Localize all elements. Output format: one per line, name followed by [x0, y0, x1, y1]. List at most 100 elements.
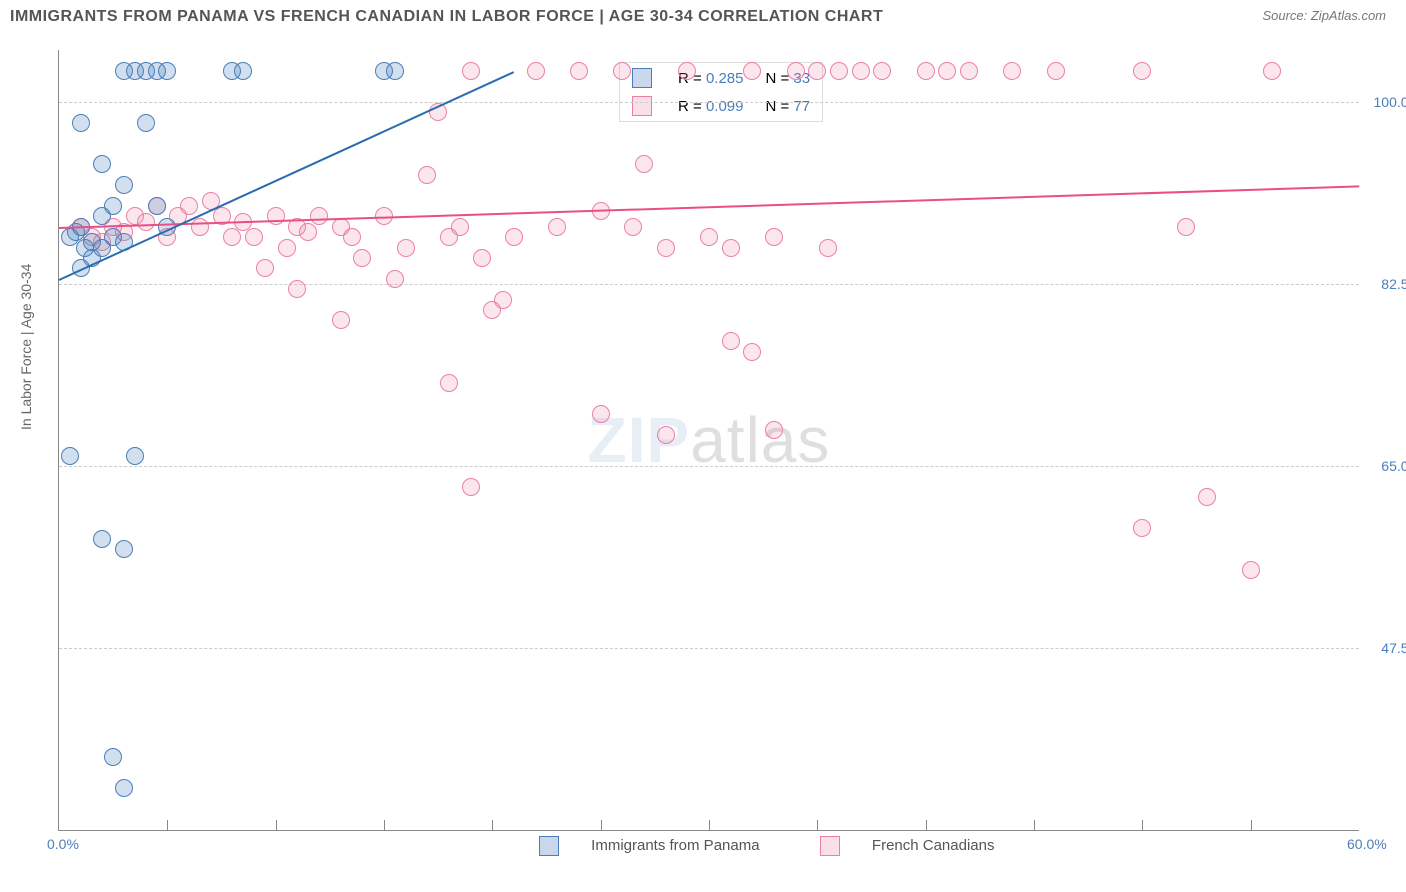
x-tick-mark	[709, 820, 710, 830]
data-point-pink	[278, 239, 296, 257]
scatter-plot-area: ZIPatlas R = 0.285 N = 33 R = 0.099 N = …	[58, 50, 1359, 831]
data-point-blue	[115, 540, 133, 558]
data-point-pink	[343, 228, 361, 246]
x-tick-label: 0.0%	[47, 836, 79, 852]
data-point-pink	[137, 213, 155, 231]
data-point-blue	[93, 530, 111, 548]
data-point-pink	[592, 405, 610, 423]
data-point-pink	[1177, 218, 1195, 236]
x-tick-mark	[492, 820, 493, 830]
data-point-pink	[1198, 488, 1216, 506]
data-point-pink	[635, 155, 653, 173]
data-point-pink	[223, 228, 241, 246]
x-tick-label: 60.0%	[1347, 836, 1387, 852]
swatch-pink-icon	[820, 836, 840, 856]
y-axis-label: In Labor Force | Age 30-34	[18, 264, 34, 430]
data-point-pink	[462, 478, 480, 496]
x-tick-mark	[276, 820, 277, 830]
data-point-blue	[158, 62, 176, 80]
data-point-pink	[613, 62, 631, 80]
data-point-pink	[722, 239, 740, 257]
data-point-blue	[126, 447, 144, 465]
swatch-blue-icon	[632, 68, 652, 88]
data-point-pink	[353, 249, 371, 267]
data-point-pink	[548, 218, 566, 236]
swatch-blue-icon	[539, 836, 559, 856]
data-point-pink	[462, 62, 480, 80]
x-tick-mark	[1142, 820, 1143, 830]
data-point-pink	[245, 228, 263, 246]
data-point-blue	[115, 779, 133, 797]
data-point-blue	[137, 114, 155, 132]
series-legend: Immigrants from Panama French Canadians	[539, 836, 1050, 856]
data-point-pink	[657, 426, 675, 444]
data-point-pink	[494, 291, 512, 309]
data-point-pink	[397, 239, 415, 257]
legend-blue-label: Immigrants from Panama	[591, 837, 759, 854]
data-point-pink	[191, 218, 209, 236]
chart-title: IMMIGRANTS FROM PANAMA VS FRENCH CANADIA…	[10, 8, 883, 25]
data-point-pink	[830, 62, 848, 80]
data-point-pink	[765, 421, 783, 439]
x-tick-mark	[926, 820, 927, 830]
data-point-pink	[960, 62, 978, 80]
data-point-pink	[440, 374, 458, 392]
y-tick-label: 47.5%	[1381, 640, 1406, 656]
data-point-pink	[1242, 561, 1260, 579]
data-point-pink	[256, 259, 274, 277]
source-label: Source: ZipAtlas.com	[1262, 8, 1386, 23]
gridline	[59, 648, 1359, 649]
data-point-pink	[624, 218, 642, 236]
data-point-pink	[873, 62, 891, 80]
data-point-pink	[808, 62, 826, 80]
data-point-blue	[234, 62, 252, 80]
data-point-pink	[743, 62, 761, 80]
data-point-pink	[1047, 62, 1065, 80]
data-point-pink	[267, 207, 285, 225]
data-point-pink	[743, 343, 761, 361]
swatch-pink-icon	[632, 96, 652, 116]
data-point-pink	[451, 218, 469, 236]
data-point-pink	[722, 332, 740, 350]
gridline	[59, 466, 1359, 467]
data-point-blue	[93, 155, 111, 173]
data-point-pink	[332, 311, 350, 329]
x-tick-mark	[384, 820, 385, 830]
data-point-blue	[148, 197, 166, 215]
x-tick-mark	[167, 820, 168, 830]
x-tick-mark	[1251, 820, 1252, 830]
y-tick-label: 100.0%	[1374, 94, 1406, 110]
data-point-blue	[72, 114, 90, 132]
data-point-blue	[104, 197, 122, 215]
data-point-pink	[310, 207, 328, 225]
data-point-pink	[657, 239, 675, 257]
data-point-pink	[527, 62, 545, 80]
data-point-blue	[61, 447, 79, 465]
data-point-pink	[1003, 62, 1021, 80]
data-point-pink	[473, 249, 491, 267]
data-point-pink	[299, 223, 317, 241]
gridline	[59, 102, 1359, 103]
stats-row-pink: R = 0.099 N = 77	[622, 93, 820, 119]
gridline	[59, 284, 1359, 285]
data-point-pink	[180, 197, 198, 215]
data-point-blue	[115, 176, 133, 194]
legend-pink-label: French Canadians	[872, 837, 995, 854]
y-tick-label: 82.5%	[1381, 276, 1406, 292]
data-point-pink	[505, 228, 523, 246]
data-point-blue	[386, 62, 404, 80]
data-point-pink	[418, 166, 436, 184]
data-point-pink	[852, 62, 870, 80]
data-point-pink	[570, 62, 588, 80]
data-point-pink	[700, 228, 718, 246]
data-point-pink	[787, 62, 805, 80]
data-point-pink	[1133, 62, 1151, 80]
x-tick-mark	[601, 820, 602, 830]
data-point-blue	[104, 748, 122, 766]
data-point-pink	[819, 239, 837, 257]
data-point-pink	[288, 280, 306, 298]
data-point-pink	[917, 62, 935, 80]
data-point-pink	[1133, 519, 1151, 537]
data-point-pink	[678, 62, 696, 80]
data-point-pink	[386, 270, 404, 288]
